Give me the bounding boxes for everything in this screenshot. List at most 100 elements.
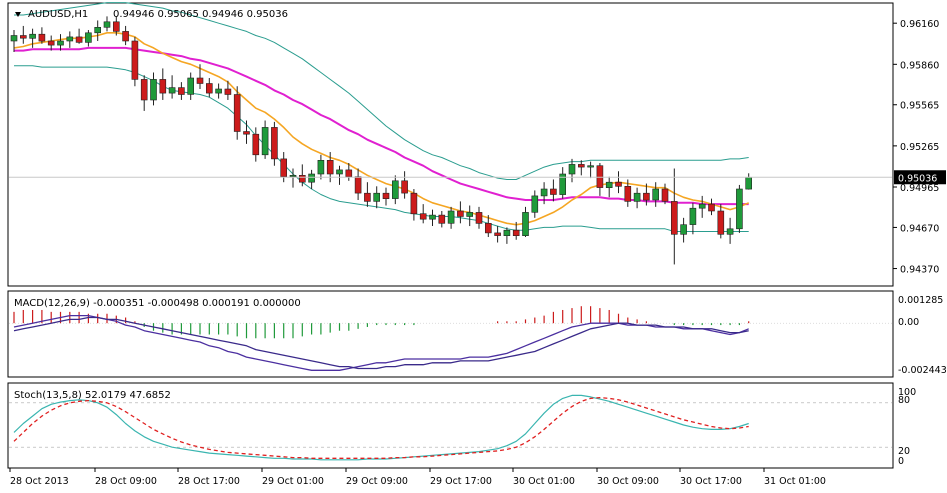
ma-fast-line xyxy=(13,31,750,226)
candle-body xyxy=(596,165,604,188)
price-panel-frame xyxy=(7,2,894,287)
candle-body xyxy=(587,165,594,168)
current-price-label: 0.95036 xyxy=(898,173,937,184)
candle-body xyxy=(717,210,725,235)
band-upper-line xyxy=(14,2,749,180)
candle-body xyxy=(317,160,325,175)
candle-body xyxy=(103,21,111,28)
candle-body xyxy=(336,169,343,175)
triangle-down-icon[interactable] xyxy=(15,12,21,17)
candle-body xyxy=(326,160,334,175)
candle-body xyxy=(196,77,204,84)
candle-body xyxy=(75,36,83,43)
ohlc-readout: 0.94946 0.95065 0.94946 0.95036 xyxy=(113,9,288,20)
time-axis-label: 28 Oct 09:00 xyxy=(95,476,157,487)
candle-body xyxy=(391,180,399,199)
price-axis-label: 0.94670 xyxy=(900,223,939,234)
candle-body xyxy=(298,175,306,183)
price-axis-label: 0.94965 xyxy=(900,183,939,194)
candle-body xyxy=(38,33,46,42)
candlesticks xyxy=(10,16,753,265)
candle-body xyxy=(680,224,687,235)
candle-body xyxy=(261,127,269,156)
price-axis-label: 0.95860 xyxy=(900,60,939,71)
candle-body xyxy=(605,181,613,188)
time-axis-label: 28 Oct 2013 xyxy=(10,476,69,487)
time-axis-label: 30 Oct 17:00 xyxy=(680,476,742,487)
candle-body xyxy=(364,192,371,202)
candle-body xyxy=(178,87,185,95)
macd-axis: 0.001285 0.00 -0.002443 xyxy=(898,295,947,376)
candle-body xyxy=(94,26,101,34)
candle-body xyxy=(484,223,492,234)
macd-signal-line xyxy=(13,316,749,370)
candle-body xyxy=(466,212,474,217)
candle-body xyxy=(252,133,260,156)
stoch-readout: Stoch(13,5,8) 52.0179 47.6852 xyxy=(14,390,171,401)
stoch-d-line xyxy=(13,396,749,459)
price-axis-label: 0.96160 xyxy=(900,19,939,30)
candle-body xyxy=(57,40,64,46)
candle-body xyxy=(224,88,232,95)
stoch-panel[interactable]: Stoch(13,5,8) 52.0179 47.6852 xyxy=(7,382,894,469)
time-axis-label: 31 Oct 01:00 xyxy=(764,476,826,487)
candle-body xyxy=(410,192,418,215)
candle-body xyxy=(159,79,167,94)
stoch-axis-label: 100 xyxy=(898,387,916,398)
time-axis-label: 28 Oct 17:00 xyxy=(178,476,240,487)
candle-body xyxy=(624,186,632,202)
candle-body xyxy=(726,228,734,235)
candle-body xyxy=(419,213,427,220)
candle-body xyxy=(568,164,576,175)
candle-body xyxy=(708,203,715,212)
candle-body xyxy=(113,21,120,32)
candle-body xyxy=(401,180,408,194)
time-axis-label: 29 Oct 09:00 xyxy=(346,476,408,487)
candle-body xyxy=(429,214,436,220)
candle-body xyxy=(215,88,222,94)
candle-body xyxy=(531,195,539,213)
candle-body xyxy=(745,177,753,190)
stoch-axis-label: 80 xyxy=(898,395,910,406)
candle-body xyxy=(698,203,706,209)
candle-body xyxy=(85,32,92,43)
candle-body xyxy=(280,158,288,177)
candle-body xyxy=(150,79,157,101)
candle-body xyxy=(289,175,297,178)
stoch-axis-label: 20 xyxy=(898,446,910,457)
time-axis-label: 30 Oct 01:00 xyxy=(513,476,575,487)
candle-body xyxy=(559,173,567,195)
candle-body xyxy=(540,188,548,197)
macd-axis-label: 0.001285 xyxy=(898,295,943,306)
candle-body xyxy=(577,164,585,168)
stoch-axis-label: 0 xyxy=(898,456,904,467)
symbol-label: AUDUSD,H1 xyxy=(28,9,88,20)
macd-histogram xyxy=(13,306,750,339)
candle-body xyxy=(447,210,455,224)
candle-body xyxy=(373,192,381,202)
candle-body xyxy=(633,192,641,202)
time-axis-label: 29 Oct 17:00 xyxy=(430,476,492,487)
candle-body xyxy=(457,210,464,217)
macd-axis-label: -0.002443 xyxy=(898,365,947,376)
candle-body xyxy=(652,188,660,201)
candle-body xyxy=(615,181,622,187)
candle-body xyxy=(29,33,36,39)
candle-body xyxy=(168,87,176,94)
candle-body xyxy=(308,173,315,183)
candle-body xyxy=(345,169,353,178)
candle-body xyxy=(233,94,241,132)
price-axis-label: 0.95565 xyxy=(900,101,939,112)
candle-body xyxy=(140,79,148,101)
candle-body xyxy=(47,40,55,46)
price-panel[interactable]: AUDUSD,H1 0.94946 0.95065 0.94946 0.9503… xyxy=(7,2,894,287)
stoch-k-line xyxy=(13,394,749,461)
candle-body xyxy=(689,207,697,225)
candle-body xyxy=(475,212,483,224)
candle-body xyxy=(512,229,520,236)
candle-body xyxy=(643,192,650,201)
candle-body xyxy=(19,35,27,39)
candle-body xyxy=(494,232,501,236)
macd-panel[interactable]: MACD(12,26,9) -0.000351 -0.000498 0.0001… xyxy=(7,290,894,378)
